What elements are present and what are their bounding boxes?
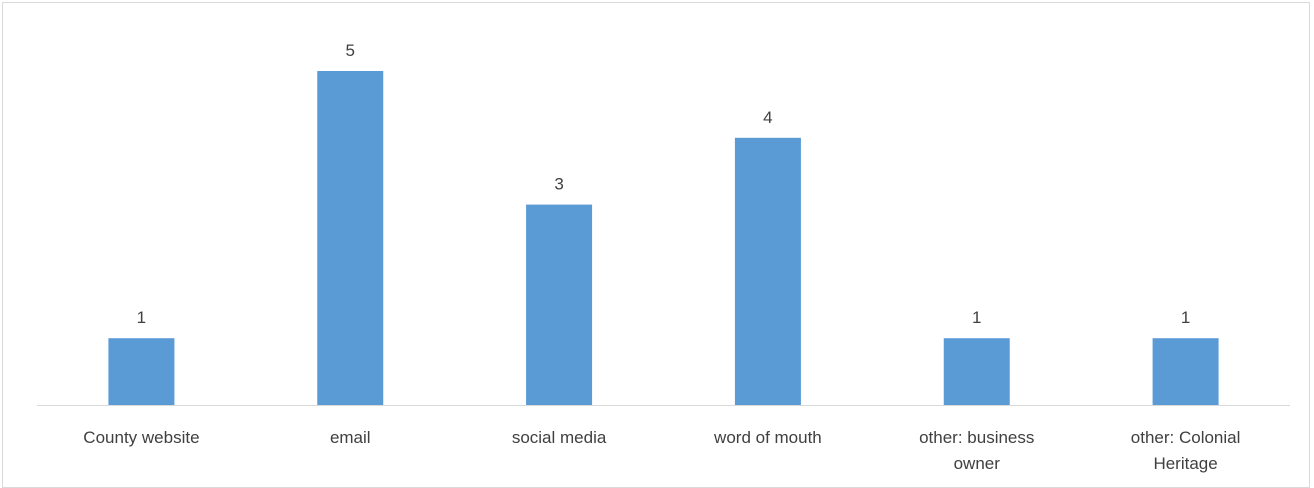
data-label-2: 3 xyxy=(554,175,563,194)
bar-2 xyxy=(526,204,593,405)
category-label-4-line-0: other: business xyxy=(919,428,1034,447)
bar-0 xyxy=(108,338,175,405)
bar-3 xyxy=(734,137,801,406)
category-label-4-line-1: owner xyxy=(954,454,1001,473)
bar-5 xyxy=(1152,338,1219,405)
bar-4 xyxy=(943,338,1010,405)
category-label-3: word of mouth xyxy=(713,428,822,447)
data-label-3: 4 xyxy=(763,108,772,127)
category-label-5-line-1: Heritage xyxy=(1153,454,1217,473)
category-labels-layer: County website email social media word of m… xyxy=(83,428,1240,473)
bars-layer xyxy=(108,71,1219,406)
data-label-4: 1 xyxy=(972,308,981,327)
data-label-1: 5 xyxy=(346,41,355,60)
bar-1 xyxy=(317,71,384,405)
data-labels-layer: 1 5 3 4 1 1 xyxy=(137,41,1191,327)
data-label-5: 1 xyxy=(1181,308,1190,327)
data-label-0: 1 xyxy=(137,308,146,327)
category-label-1: email xyxy=(330,428,371,447)
category-label-0: County website xyxy=(83,428,199,447)
category-label-5-line-0: other: Colonial xyxy=(1131,428,1241,447)
category-label-2: social media xyxy=(512,428,607,447)
